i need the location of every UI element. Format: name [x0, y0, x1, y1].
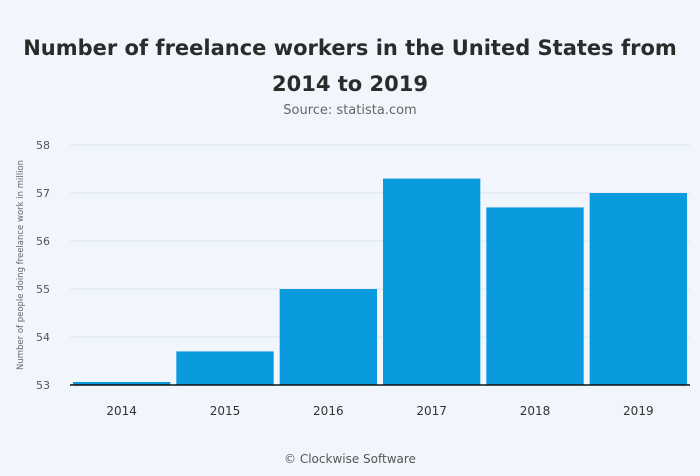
chart-title: Number of freelance workers in the Unite…: [23, 36, 677, 96]
chart-subtitle: Source: statista.com: [283, 103, 417, 118]
bar-2018: [486, 207, 584, 385]
y-tick-label: 56: [36, 235, 50, 248]
bar-2015: [176, 351, 274, 385]
x-tick-label: 2016: [313, 404, 344, 418]
x-tick-label: 2017: [416, 404, 447, 418]
bar-2016: [279, 289, 377, 385]
footer-credit: © Clockwise Software: [284, 452, 416, 466]
y-tick-label: 53: [36, 379, 50, 392]
y-tick-label: 57: [36, 187, 50, 200]
y-tick-label: 54: [36, 331, 50, 344]
y-tick-label: 58: [36, 139, 50, 152]
x-tick-label: 2019: [623, 404, 654, 418]
x-tick-label: 2014: [106, 404, 137, 418]
x-tick-label: 2015: [210, 404, 241, 418]
y-tick-label: 55: [36, 283, 50, 296]
y-axis-label: Number of people doing freelance work in…: [16, 160, 26, 370]
bar-2017: [383, 178, 481, 385]
x-tick-label: 2018: [520, 404, 551, 418]
bar-2019: [589, 193, 687, 385]
bar-2014: [73, 382, 171, 385]
